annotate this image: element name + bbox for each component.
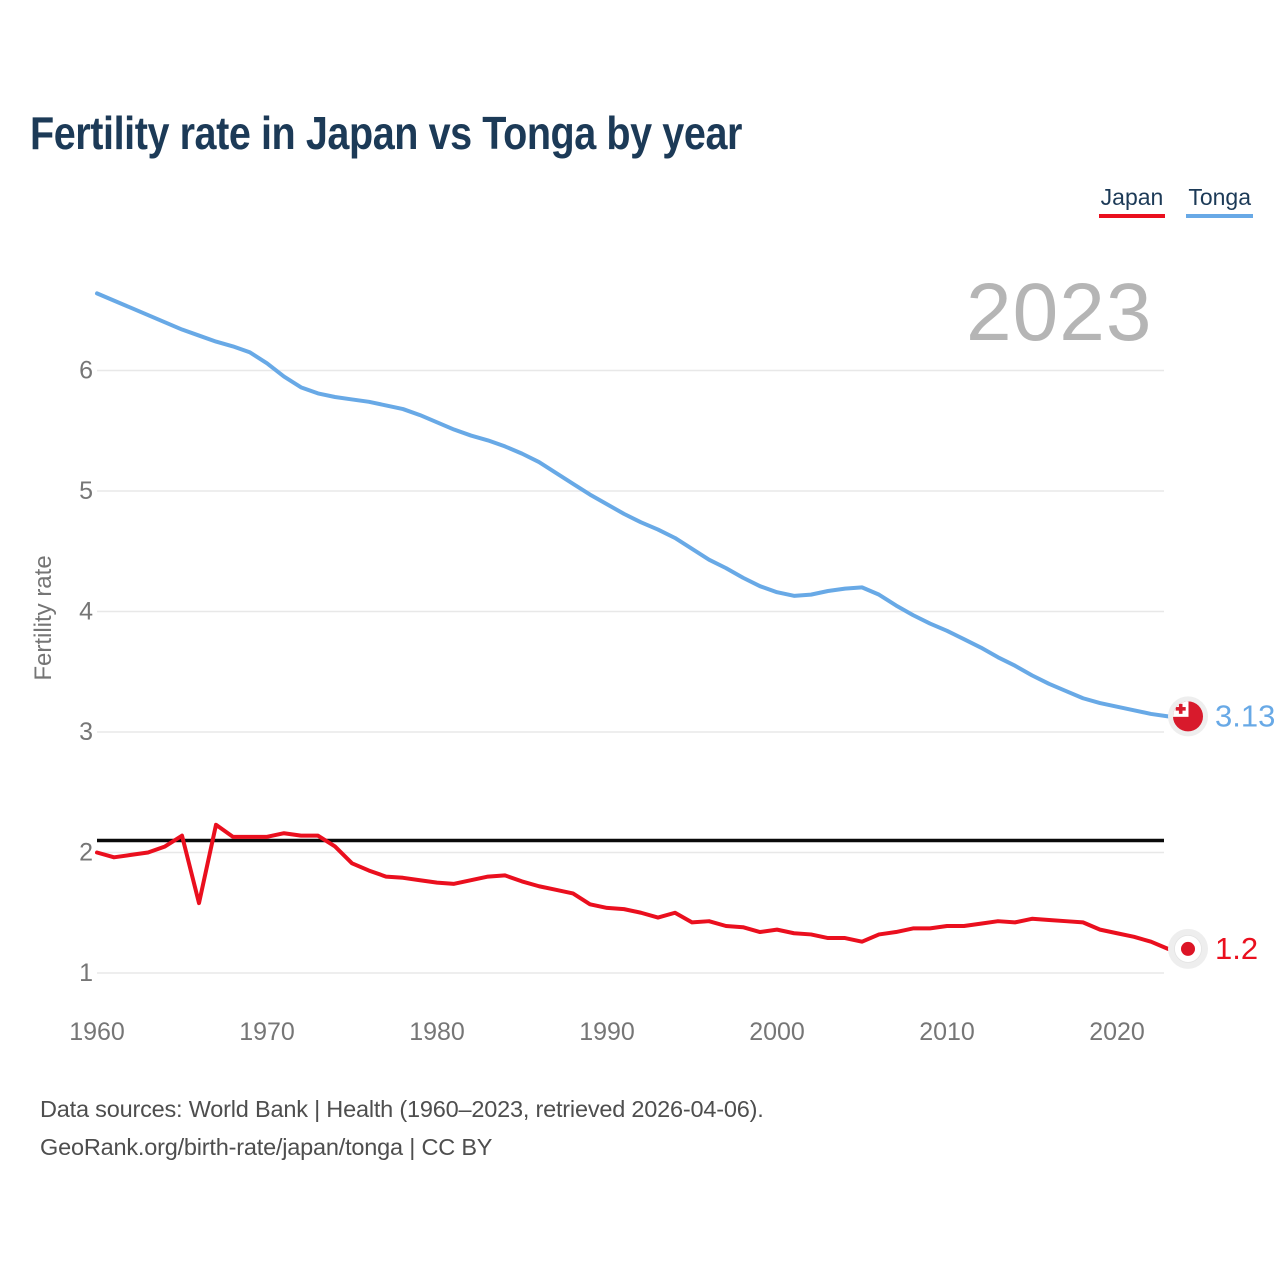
x-tick-label: 1990	[579, 1018, 635, 1046]
footer: Data sources: World Bank | Health (1960–…	[40, 1090, 764, 1166]
legend-label-japan: Japan	[1100, 184, 1164, 210]
legend-underline-tonga	[1186, 214, 1253, 218]
watermark-year: 2023	[966, 267, 1153, 358]
legend-item-japan[interactable]: Japan	[1098, 184, 1166, 218]
legend-item-tonga[interactable]: Tonga	[1186, 184, 1253, 218]
x-tick-label: 2000	[749, 1018, 805, 1046]
tonga-end-value-label: 3.13	[1215, 698, 1275, 733]
japan-end-value-label: 1.2	[1215, 931, 1258, 966]
y-tick-label: 1	[79, 959, 93, 987]
japan-series-line	[95, 822, 1170, 951]
y-tick-label: 2	[79, 839, 93, 867]
x-tick-label: 1960	[69, 1018, 125, 1046]
tonga-series-line	[95, 291, 1170, 719]
x-tick-label: 2020	[1089, 1018, 1145, 1046]
x-tick-label: 2010	[919, 1018, 975, 1046]
japan-flag-marker	[1168, 928, 1208, 969]
legend-label-tonga: Tonga	[1188, 184, 1251, 210]
y-tick-label: 5	[79, 477, 93, 505]
x-tick-label: 1970	[239, 1018, 295, 1046]
legend-underline-japan	[1098, 214, 1166, 218]
page-title: Fertility rate in Japan vs Tonga by year	[30, 107, 742, 159]
x-tick-label: 1980	[409, 1018, 465, 1046]
y-tick-label: 6	[79, 357, 93, 385]
y-tick-label: 3	[79, 718, 93, 746]
y-tick-label: 4	[79, 598, 93, 626]
tonga-flag-marker	[1168, 696, 1208, 737]
footer-attribution: GeoRank.org/birth-rate/japan/tonga | CC …	[40, 1134, 493, 1160]
legend: Japan Tonga	[1098, 184, 1253, 218]
footer-sources: Data sources: World Bank | Health (1960–…	[40, 1096, 764, 1122]
